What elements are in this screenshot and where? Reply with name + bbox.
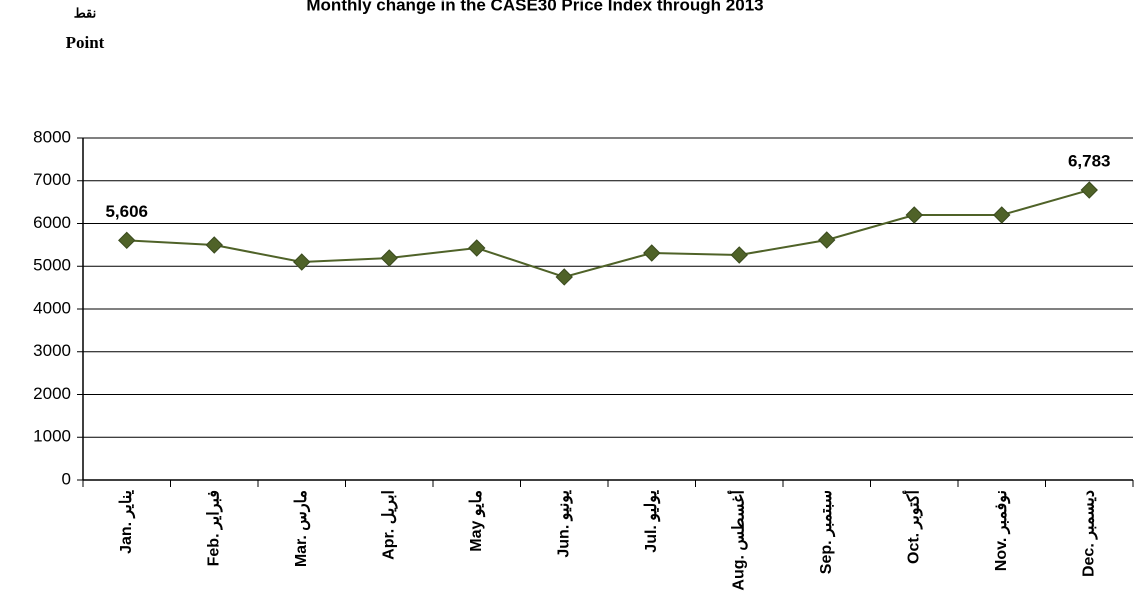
marker [293,253,311,271]
data-label: 5,606 [105,202,148,221]
marker [643,244,661,262]
y-tick-label: 8000 [33,127,71,146]
marker [380,249,398,267]
y-tick-label: 4000 [33,298,71,317]
x-tick-label: Dec. ديسمبر [1080,490,1098,577]
y-tick-label: 7000 [33,170,71,189]
series-line [126,189,1090,279]
marker [818,231,836,249]
marker [555,268,573,286]
marker [1080,181,1098,199]
y-tick-label: 0 [62,469,71,488]
x-tick-label: Aug. أغسطس [726,490,748,591]
marker [205,236,223,254]
marker [730,246,748,264]
marker [468,239,486,257]
x-tick-label: Jan. يناير [118,489,136,553]
y-tick-label: 1000 [33,427,71,446]
y-tick-label: 2000 [33,384,71,403]
x-tick-label: Oct. أكتوبر [901,490,923,564]
x-tick-label: Jul. يوليو [643,489,661,552]
marker [905,206,923,224]
data-label: 6,783 [1068,152,1111,171]
y-tick-label: 6000 [33,213,71,232]
y-axis-label: Point [66,33,105,52]
x-tick-label: Sep. سبتمبر [818,490,836,574]
x-tick-label: May مايو [468,490,486,552]
y-tick-label: 3000 [33,341,71,360]
chart-title: Monthly change in the CASE30 Price Index… [306,0,763,14]
marker [118,231,136,250]
y-axis-label-ar: نقط [74,7,97,22]
x-tick-label: Nov. نوفمبر [993,490,1011,571]
x-tick-label: Jun. يونيو [555,489,573,557]
x-tick-label: Feb. فبراير [205,490,223,566]
marker [993,206,1011,224]
x-tick-label: Apr. ابريل [380,490,398,560]
x-tick-label: Mar. مارس [293,490,311,567]
y-tick-label: 5000 [33,256,71,275]
